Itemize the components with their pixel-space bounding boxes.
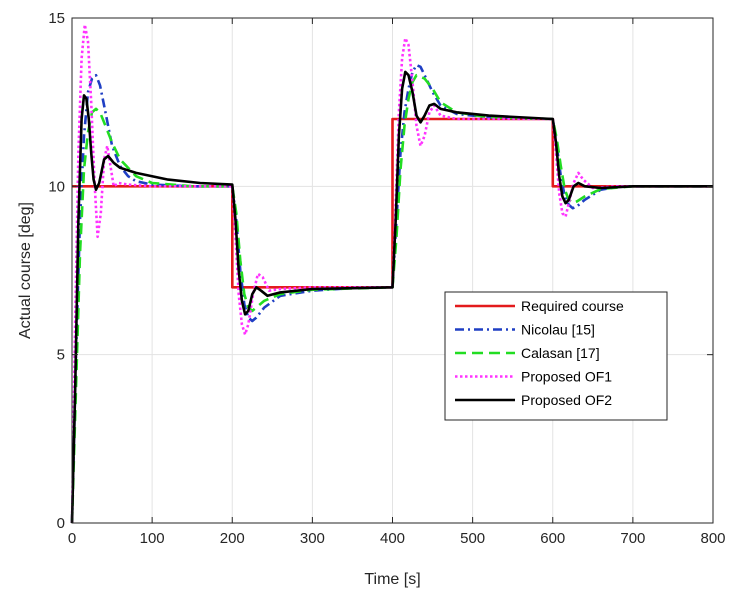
- ticks: 0 100 200 300 400 500 600 700 800 0 5 10 15: [48, 10, 725, 547]
- series-layer: [70, 23, 713, 524]
- legend-label-3: Proposed OF1: [521, 369, 612, 385]
- x-tick-label: 700: [620, 530, 645, 547]
- legend-label-4: Proposed OF2: [521, 392, 612, 408]
- series-line-4: [70, 70, 713, 524]
- y-axis-label: Actual course [deg]: [17, 202, 34, 339]
- y-tick-label: 5: [57, 347, 65, 364]
- legend-label-0: Required course: [521, 298, 624, 314]
- x-tick-label: 400: [380, 530, 405, 547]
- x-tick-label: 100: [140, 530, 165, 547]
- x-tick-label: 600: [540, 530, 565, 547]
- x-tick-label: 800: [700, 530, 725, 547]
- y-tick-label: 15: [48, 10, 65, 27]
- x-tick-label: 200: [220, 530, 245, 547]
- legend-box: [444, 291, 668, 421]
- y-tick-label: 10: [48, 178, 65, 195]
- x-tick-label: 0: [68, 530, 76, 547]
- legend: Required course Nicolau [15] Calasan [17] P…: [444, 291, 668, 421]
- legend-label-2: Calasan [17]: [521, 345, 600, 361]
- x-axis-label: Time [s]: [364, 571, 420, 588]
- x-tick-label: 500: [460, 530, 485, 547]
- x-tick-label: 300: [300, 530, 325, 547]
- legend-label-1: Nicolau [15]: [521, 322, 595, 338]
- y-tick-label: 0: [57, 515, 65, 532]
- series-line-3: [70, 23, 713, 524]
